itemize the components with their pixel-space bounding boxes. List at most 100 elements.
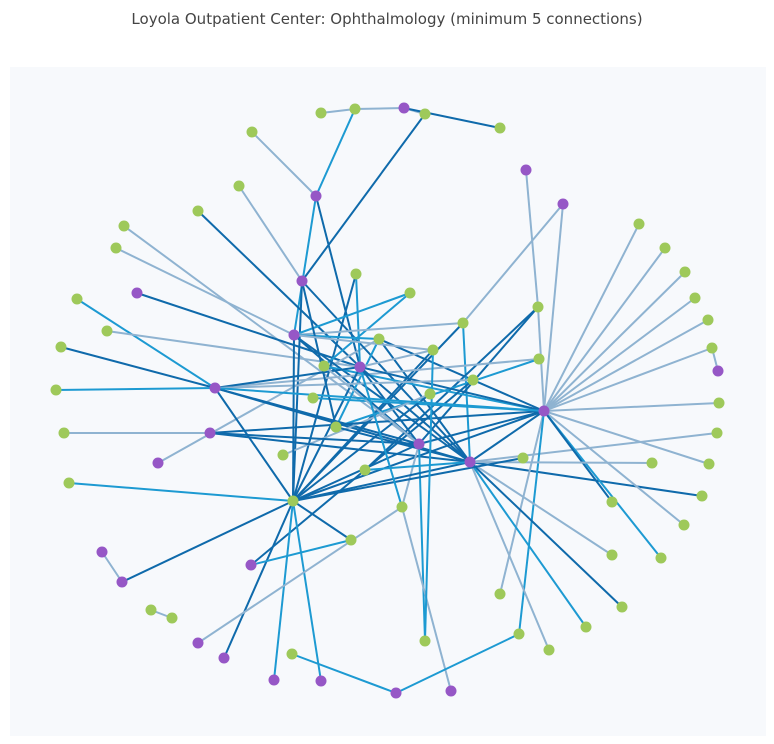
network-node-green[interactable] [246, 126, 258, 138]
network-node-green[interactable] [494, 588, 506, 600]
network-node-green[interactable] [286, 648, 298, 660]
network-edge [335, 358, 540, 428]
network-node-green[interactable] [633, 218, 645, 230]
network-edge [469, 461, 613, 556]
network-edge [214, 387, 420, 445]
network-graph [10, 67, 766, 736]
network-node-green[interactable] [606, 496, 618, 508]
network-node-green[interactable] [233, 180, 245, 192]
network-node-green[interactable] [533, 353, 545, 365]
network-node-green[interactable] [373, 333, 385, 345]
network-node-green[interactable] [703, 458, 715, 470]
network-edge [499, 410, 545, 595]
network-node-purple[interactable] [204, 427, 216, 439]
network-node-purple[interactable] [116, 576, 128, 588]
network-node-purple[interactable] [96, 546, 108, 558]
network-node-green[interactable] [424, 388, 436, 400]
network-node-purple[interactable] [413, 438, 425, 450]
network-node-green[interactable] [192, 205, 204, 217]
network-node-green[interactable] [58, 427, 70, 439]
network-edge [543, 347, 713, 412]
network-node-green[interactable] [711, 427, 723, 439]
network-node-green[interactable] [419, 635, 431, 647]
network-node-purple[interactable] [398, 102, 410, 114]
network-node-green[interactable] [702, 314, 714, 326]
network-node-green[interactable] [287, 495, 299, 507]
network-edge [462, 203, 564, 324]
network-node-green[interactable] [101, 325, 113, 337]
network-node-purple[interactable] [538, 405, 550, 417]
network-edge [315, 108, 356, 197]
network-node-green[interactable] [606, 549, 618, 561]
network-node-purple[interactable] [354, 361, 366, 373]
network-node-green[interactable] [655, 552, 667, 564]
network-node-purple[interactable] [315, 675, 327, 687]
network-node-green[interactable] [277, 449, 289, 461]
network-edge [293, 334, 434, 351]
network-node-green[interactable] [659, 242, 671, 254]
network-edge [60, 346, 216, 389]
network-node-purple[interactable] [209, 382, 221, 394]
network-node-green[interactable] [616, 601, 628, 613]
network-node-purple[interactable] [310, 190, 322, 202]
network-node-purple[interactable] [445, 685, 457, 697]
network-node-green[interactable] [330, 421, 342, 433]
network-node-green[interactable] [110, 242, 122, 254]
network-node-green[interactable] [713, 397, 725, 409]
network-node-green[interactable] [689, 292, 701, 304]
network-node-green[interactable] [345, 534, 357, 546]
network-node-green[interactable] [646, 457, 658, 469]
network-node-green[interactable] [359, 464, 371, 476]
network-edge [403, 107, 501, 129]
network-plot-area [10, 67, 766, 736]
network-node-green[interactable] [350, 268, 362, 280]
network-edge [418, 410, 545, 445]
network-edge [378, 338, 545, 412]
network-node-green[interactable] [467, 374, 479, 386]
network-node-green[interactable] [307, 392, 319, 404]
network-node-green[interactable] [678, 519, 690, 531]
network-edge [292, 273, 357, 502]
network-node-green[interactable] [396, 501, 408, 513]
network-node-green[interactable] [457, 317, 469, 329]
network-node-green[interactable] [55, 341, 67, 353]
network-node-purple[interactable] [152, 457, 164, 469]
network-node-green[interactable] [513, 628, 525, 640]
network-node-green[interactable] [318, 360, 330, 372]
network-node-purple[interactable] [520, 164, 532, 176]
network-node-green[interactable] [404, 287, 416, 299]
network-node-green[interactable] [419, 108, 431, 120]
network-edge [359, 366, 545, 412]
network-node-purple[interactable] [218, 652, 230, 664]
network-node-green[interactable] [706, 342, 718, 354]
network-node-green[interactable] [71, 293, 83, 305]
network-node-purple[interactable] [390, 687, 402, 699]
network-node-green[interactable] [349, 103, 361, 115]
network-node-green[interactable] [696, 490, 708, 502]
network-node-green[interactable] [543, 644, 555, 656]
network-node-purple[interactable] [268, 674, 280, 686]
network-node-purple[interactable] [192, 637, 204, 649]
network-edge [292, 280, 303, 502]
network-edge [301, 280, 337, 428]
network-node-green[interactable] [315, 107, 327, 119]
network-node-purple[interactable] [288, 329, 300, 341]
network-node-purple[interactable] [464, 456, 476, 468]
network-node-green[interactable] [532, 301, 544, 313]
network-node-green[interactable] [118, 220, 130, 232]
network-node-green[interactable] [517, 452, 529, 464]
network-node-green[interactable] [63, 477, 75, 489]
network-node-green[interactable] [494, 122, 506, 134]
network-node-green[interactable] [580, 621, 592, 633]
network-node-purple[interactable] [296, 275, 308, 287]
network-node-purple[interactable] [712, 365, 724, 377]
network-node-green[interactable] [679, 266, 691, 278]
network-node-green[interactable] [427, 344, 439, 356]
network-node-purple[interactable] [131, 287, 143, 299]
network-node-green[interactable] [145, 604, 157, 616]
network-node-green[interactable] [50, 384, 62, 396]
network-node-purple[interactable] [245, 559, 257, 571]
network-node-green[interactable] [166, 612, 178, 624]
network-node-purple[interactable] [557, 198, 569, 210]
network-edge [364, 461, 471, 471]
